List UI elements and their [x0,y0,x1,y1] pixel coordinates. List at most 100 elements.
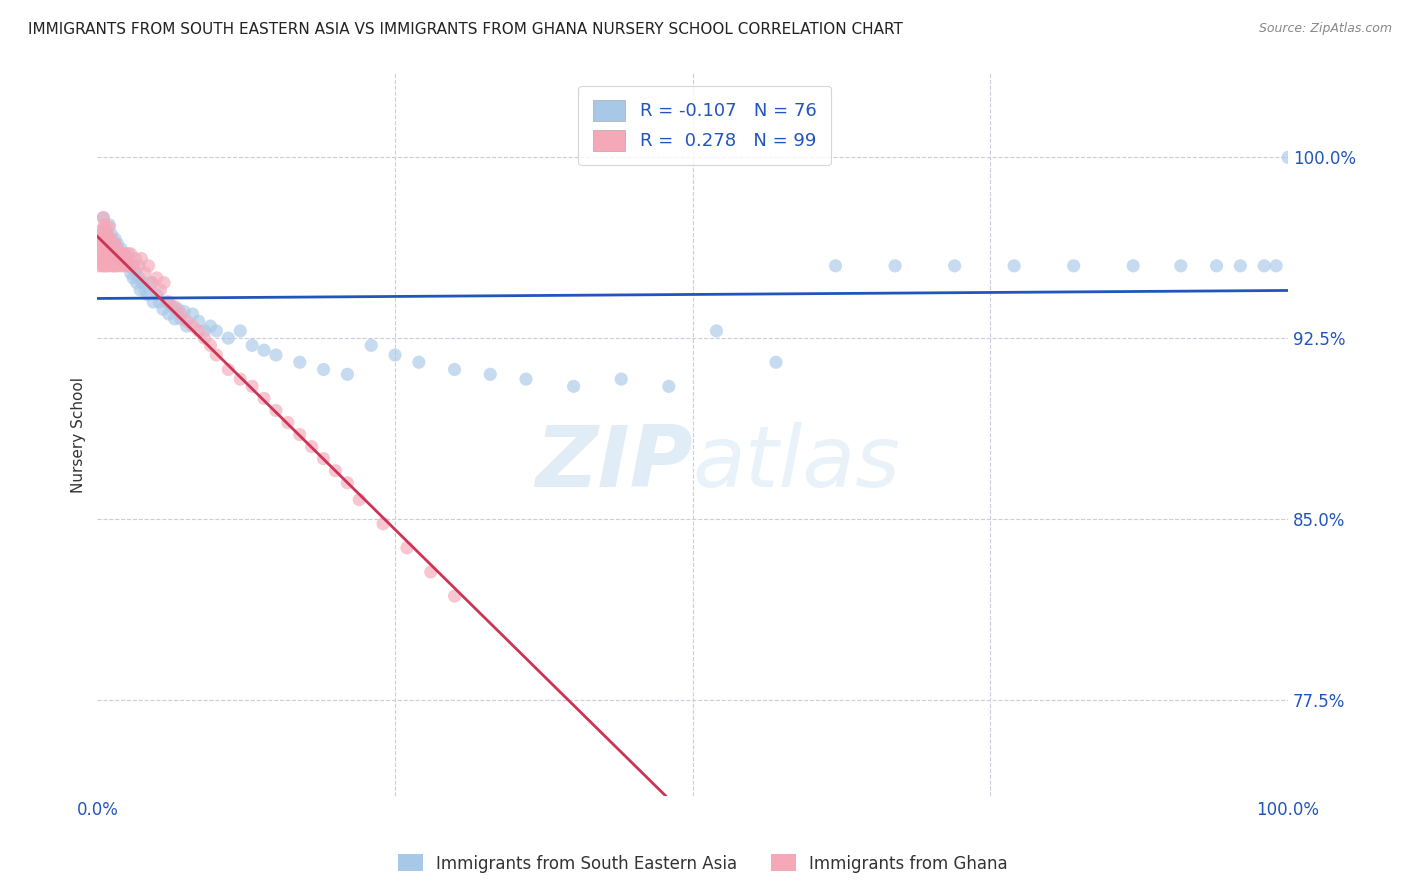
Point [118,259,141,273]
Point [131,252,153,266]
Point [93,239,115,253]
Point [89,235,111,249]
Point [96,227,118,242]
Point [91,211,114,225]
Point [124,263,146,277]
Point [89,247,111,261]
Point [142,295,165,310]
Point [96,227,118,242]
Text: Source: ZipAtlas.com: Source: ZipAtlas.com [1258,22,1392,36]
Point [110,259,132,273]
Point [112,247,135,261]
Point [706,324,728,338]
Legend: R = -0.107   N = 76, R =  0.278   N = 99: R = -0.107 N = 76, R = 0.278 N = 99 [578,86,831,165]
Point [325,464,347,478]
Point [93,252,115,266]
Point [101,235,124,249]
Point [205,324,228,338]
Point [122,259,145,273]
Point [115,252,138,266]
Point [562,379,585,393]
Point [1265,259,1288,273]
Point [205,348,228,362]
Point [479,368,502,382]
Point [104,237,127,252]
Point [1063,259,1085,273]
Point [110,247,132,261]
Point [408,355,430,369]
Point [443,362,465,376]
Point [138,259,160,273]
Point [1229,259,1251,273]
Point [97,244,120,259]
Y-axis label: Nursery School: Nursery School [72,376,86,492]
Point [114,256,136,270]
Point [146,271,169,285]
Point [122,271,145,285]
Point [118,259,141,273]
Point [98,230,121,244]
Point [129,283,152,297]
Point [98,239,121,253]
Point [167,302,190,317]
Point [100,242,122,256]
Point [101,247,124,261]
Point [115,259,138,273]
Point [1122,259,1144,273]
Point [120,266,142,280]
Point [104,259,127,273]
Point [94,222,117,236]
Point [824,259,846,273]
Point [193,331,215,345]
Point [96,235,118,249]
Point [131,276,153,290]
Point [240,338,263,352]
Point [176,314,198,328]
Point [128,259,150,273]
Point [229,324,252,338]
Point [111,256,134,270]
Point [943,259,966,273]
Point [170,311,193,326]
Point [146,287,169,301]
Point [419,565,441,579]
Point [104,247,127,261]
Point [152,302,174,317]
Legend: Immigrants from South Eastern Asia, Immigrants from Ghana: Immigrants from South Eastern Asia, Immi… [391,847,1015,880]
Point [288,355,311,369]
Point [181,307,204,321]
Point [163,311,186,326]
Point [395,541,418,555]
Point [105,256,128,270]
Point [240,379,263,393]
Point [149,283,172,297]
Point [91,235,114,249]
Point [105,244,128,259]
Point [336,475,359,490]
Point [98,259,121,273]
Point [170,307,193,321]
Point [515,372,537,386]
Point [229,372,252,386]
Point [153,276,176,290]
Point [157,295,180,310]
Point [107,244,129,259]
Point [93,227,115,242]
Point [253,392,276,406]
Point [312,362,335,376]
Text: ZIP: ZIP [536,422,693,505]
Point [1277,150,1299,164]
Point [108,256,131,270]
Point [101,259,124,273]
Point [100,254,122,268]
Point [349,492,371,507]
Point [100,244,122,259]
Point [104,247,127,261]
Point [384,348,406,362]
Point [104,232,127,246]
Point [141,276,163,290]
Point [264,348,287,362]
Point [103,259,125,273]
Point [1170,259,1192,273]
Point [157,307,180,321]
